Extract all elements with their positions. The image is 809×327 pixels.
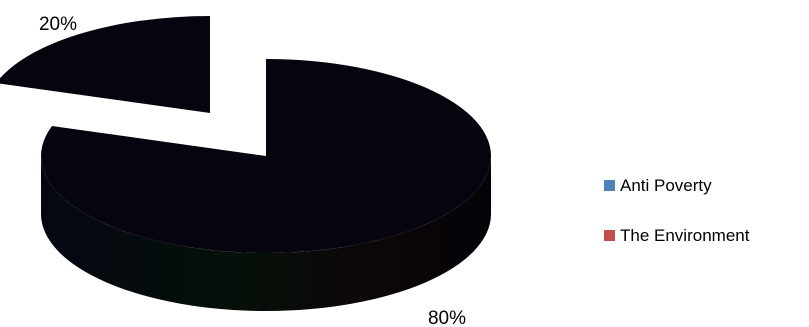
slice-label-the-environment: 20% (39, 14, 77, 35)
legend-label-the-environment: The Environment (620, 226, 750, 245)
legend-swatch-anti-poverty (604, 180, 615, 191)
slice-side-anti-poverty (41, 156, 491, 311)
legend-label-anti-poverty: Anti Poverty (620, 176, 712, 195)
legend: Anti Poverty The Environment (604, 176, 750, 245)
slice-the-environment (0, 16, 210, 113)
slice-anti-poverty (40, 59, 491, 253)
legend-item-the-environment: The Environment (604, 226, 750, 245)
pie-slices (0, 16, 491, 311)
slice-label-anti-poverty: 80% (428, 308, 466, 327)
legend-swatch-the-environment (604, 230, 615, 241)
legend-item-anti-poverty: Anti Poverty (604, 176, 712, 195)
